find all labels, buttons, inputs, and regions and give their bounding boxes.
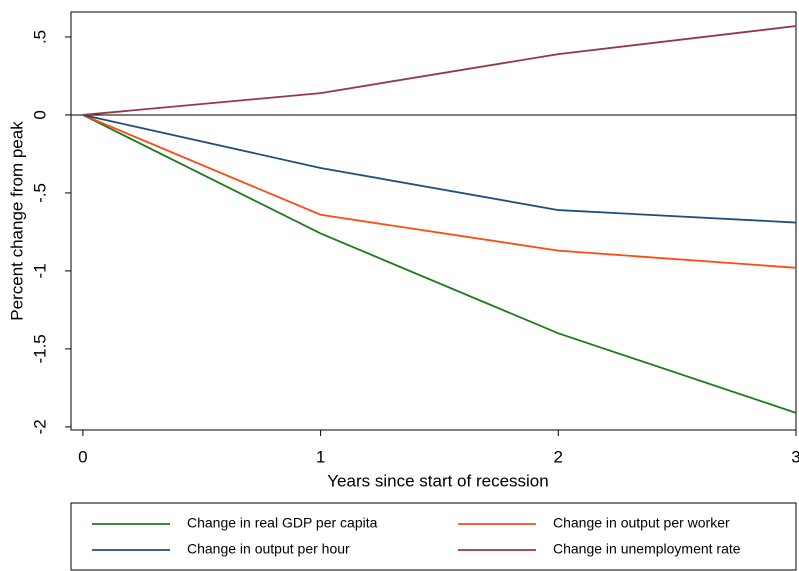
y-tick-label: 0	[30, 110, 49, 119]
y-tick-label: .5	[30, 30, 49, 44]
x-axis-label: Years since start of recession	[327, 471, 548, 490]
x-tick-label: 2	[554, 447, 563, 466]
series-line	[82, 114, 797, 269]
series-line	[82, 25, 797, 116]
legend-label: Change in output per hour	[187, 541, 350, 557]
y-tick-label: -.5	[30, 183, 49, 203]
x-tick-label: 0	[78, 447, 87, 466]
y-tick-label: -1	[30, 263, 49, 278]
series-line	[82, 114, 797, 224]
series-line	[82, 114, 797, 414]
legend-label: Change in real GDP per capita	[187, 515, 378, 531]
x-tick-label: 3	[791, 447, 799, 466]
x-tick-label: 1	[316, 447, 325, 466]
legend-label: Change in output per worker	[553, 515, 730, 531]
y-tick-label: -2	[30, 419, 49, 434]
y-tick-label: -1.5	[30, 334, 49, 363]
y-axis-label: Percent change from peak	[7, 121, 26, 321]
plot-frame	[70, 11, 797, 431]
legend-box	[70, 502, 797, 571]
legend-label: Change in unemployment rate	[553, 541, 741, 557]
